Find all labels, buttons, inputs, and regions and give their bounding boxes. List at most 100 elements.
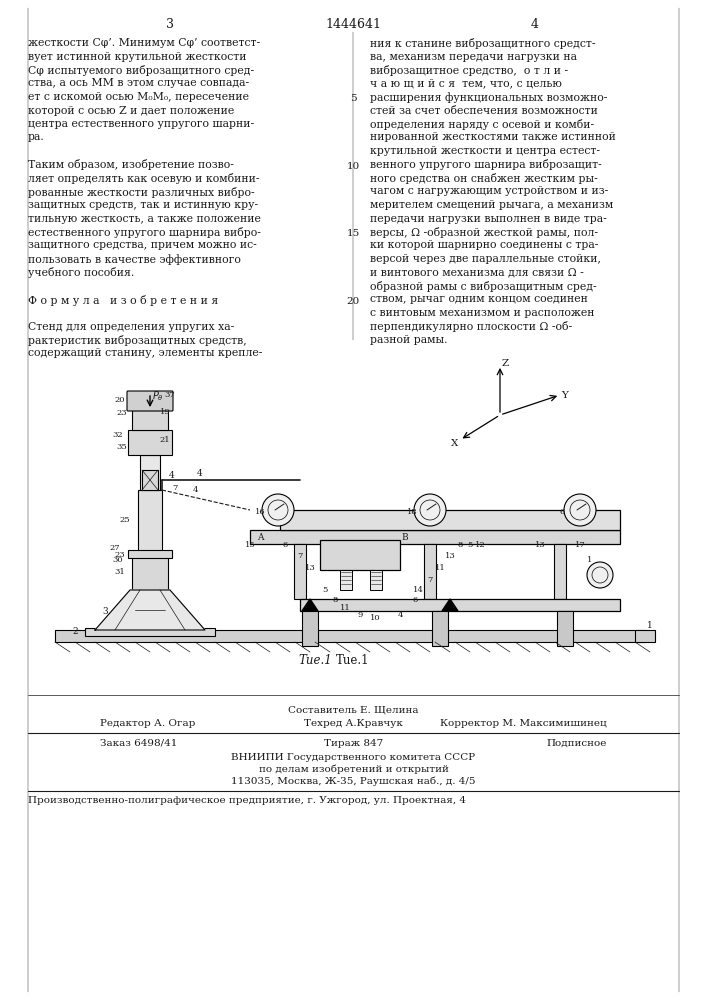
Text: перпендикулярно плоскости Ω -об-: перпендикулярно плоскости Ω -об-: [370, 322, 572, 332]
Text: Z: Z: [501, 359, 508, 367]
Text: Cφ испытуемого виброзащитного сред-: Cφ испытуемого виброзащитного сред-: [28, 65, 254, 76]
Text: 6: 6: [559, 508, 565, 516]
Bar: [55, 630, 645, 642]
Text: 7: 7: [298, 552, 303, 560]
Text: тильную жесткость, а также положение: тильную жесткость, а также положение: [28, 214, 261, 224]
Circle shape: [262, 494, 294, 526]
Bar: [370, 570, 382, 590]
Bar: [128, 550, 172, 558]
Text: 12: 12: [474, 541, 485, 549]
Bar: [250, 530, 620, 544]
Text: версы, Ω -образной жесткой рамы, пол-: версы, Ω -образной жесткой рамы, пол-: [370, 227, 598, 238]
Text: 37: 37: [165, 391, 175, 399]
Text: 16: 16: [255, 508, 265, 516]
Text: 4: 4: [197, 468, 203, 478]
Text: крутильной жесткости и центра естест-: крутильной жесткости и центра естест-: [370, 146, 600, 156]
Text: 3: 3: [166, 18, 174, 31]
Text: 14: 14: [413, 586, 423, 594]
Text: 7: 7: [427, 576, 433, 584]
Text: 11: 11: [339, 604, 351, 612]
Text: ки которой шарнирно соединены с тра-: ки которой шарнирно соединены с тра-: [370, 240, 598, 250]
Text: передачи нагрузки выполнен в виде тра-: передачи нагрузки выполнен в виде тра-: [370, 214, 607, 224]
Text: Составитель Е. Щелина: Составитель Е. Щелина: [288, 705, 419, 714]
Bar: [424, 544, 436, 599]
Text: 4: 4: [192, 486, 198, 494]
Text: Τue.1: Τue.1: [337, 654, 370, 666]
Text: 21: 21: [160, 436, 170, 444]
Text: 15: 15: [245, 541, 255, 549]
Polygon shape: [302, 599, 318, 611]
Text: 5: 5: [350, 94, 356, 103]
Text: Y: Y: [561, 390, 568, 399]
Bar: [85, 628, 215, 636]
Text: 20: 20: [346, 297, 360, 306]
Text: ния к станине виброзащитного средст-: ния к станине виброзащитного средст-: [370, 38, 595, 49]
Text: Заказ 6498/41: Заказ 6498/41: [100, 739, 177, 748]
Text: и винтового механизма для связи Ω -: и винтового механизма для связи Ω -: [370, 267, 584, 277]
Text: 13: 13: [305, 564, 315, 572]
Bar: [128, 430, 172, 455]
Text: которой с осью Z и дает положение: которой с осью Z и дает положение: [28, 105, 234, 115]
Text: учебного пособия.: учебного пособия.: [28, 267, 134, 278]
Text: ет с искомой осью M₀M₀, пересечение: ет с искомой осью M₀M₀, пересечение: [28, 92, 249, 102]
Text: рованные жесткости различных вибро-: рованные жесткости различных вибро-: [28, 186, 255, 198]
Text: стей за счет обеспечения возможности: стей за счет обеспечения возможности: [370, 105, 598, 115]
Text: 30: 30: [112, 556, 123, 564]
Text: $P_{\theta}$: $P_{\theta}$: [152, 389, 164, 403]
Text: защитных средств, так и истинную кру-: защитных средств, так и истинную кру-: [28, 200, 258, 210]
Text: вует истинной крутильной жесткости: вует истинной крутильной жесткости: [28, 51, 247, 62]
Text: 1: 1: [647, 620, 653, 630]
Text: Производственно-полиграфическое предприятие, г. Ужгород, ул. Проектная, 4: Производственно-полиграфическое предприя…: [28, 796, 466, 805]
Bar: [320, 540, 400, 570]
Text: версой через две параллельные стойки,: версой через две параллельные стойки,: [370, 254, 601, 264]
Text: 15: 15: [346, 229, 360, 238]
Text: ством, рычаг одним концом соединен: ством, рычаг одним концом соединен: [370, 294, 588, 304]
Text: Ф о р м у л а   и з о б р е т е н и я: Ф о р м у л а и з о б р е т е н и я: [28, 294, 218, 306]
Text: центра естественного упругого шарни-: центра естественного упругого шарни-: [28, 119, 254, 129]
Text: 9: 9: [357, 611, 363, 619]
Text: ч а ю щ и й с я  тем, что, с целью: ч а ю щ и й с я тем, что, с целью: [370, 79, 562, 89]
Text: 4: 4: [397, 611, 403, 619]
Bar: [557, 611, 573, 646]
Text: ляет определять как осевую и комбини-: ляет определять как осевую и комбини-: [28, 173, 259, 184]
Text: 13: 13: [445, 552, 455, 560]
Text: расширения функциональных возможно-: расширения функциональных возможно-: [370, 92, 607, 103]
Text: 17: 17: [575, 541, 585, 549]
FancyBboxPatch shape: [127, 391, 173, 411]
Text: Таким образом, изобретение позво-: Таким образом, изобретение позво-: [28, 159, 234, 170]
Text: 1444641: 1444641: [325, 18, 382, 31]
Bar: [280, 510, 620, 530]
Text: защитного средства, причем можно ис-: защитного средства, причем можно ис-: [28, 240, 257, 250]
Text: 113035, Москва, Ж-35, Раушская наб., д. 4/5: 113035, Москва, Ж-35, Раушская наб., д. …: [231, 777, 476, 786]
Text: 8: 8: [457, 541, 462, 549]
Circle shape: [587, 562, 613, 588]
Text: 27: 27: [110, 544, 120, 552]
Text: 5: 5: [467, 541, 473, 549]
Text: пользовать в качестве эффективного: пользовать в качестве эффективного: [28, 254, 241, 265]
Text: образной рамы с виброзащитным сред-: образной рамы с виброзащитным сред-: [370, 281, 597, 292]
Text: жесткости Cφ’. Минимум Cφ’ соответст-: жесткости Cφ’. Минимум Cφ’ соответст-: [28, 38, 260, 48]
Text: 10: 10: [346, 162, 360, 171]
Text: 4: 4: [531, 18, 539, 31]
Bar: [432, 611, 448, 646]
Text: 6: 6: [412, 596, 418, 604]
Text: венного упругого шарнира виброзащит-: венного упругого шарнира виброзащит-: [370, 159, 602, 170]
Bar: [140, 455, 160, 490]
Text: 31: 31: [115, 568, 125, 576]
Bar: [300, 599, 620, 611]
Text: ва, механизм передачи нагрузки на: ва, механизм передачи нагрузки на: [370, 51, 577, 62]
Text: 11: 11: [435, 564, 445, 572]
Text: 23: 23: [117, 409, 127, 417]
Text: 6: 6: [282, 541, 288, 549]
Text: мерителем смещений рычага, а механизм: мерителем смещений рычага, а механизм: [370, 200, 613, 210]
Text: виброзащитное средство,  о т л и -: виброзащитное средство, о т л и -: [370, 65, 568, 76]
Text: 23: 23: [115, 551, 125, 559]
Text: 2: 2: [72, 628, 78, 637]
Text: 1: 1: [588, 556, 592, 564]
Text: ного средства он снабжен жестким ры-: ного средства он снабжен жестким ры-: [370, 173, 597, 184]
Text: естественного упругого шарнира вибро-: естественного упругого шарнира вибро-: [28, 227, 261, 238]
Text: 25: 25: [119, 516, 130, 524]
Bar: [132, 410, 168, 430]
Text: 19: 19: [160, 408, 170, 416]
Bar: [302, 611, 318, 646]
